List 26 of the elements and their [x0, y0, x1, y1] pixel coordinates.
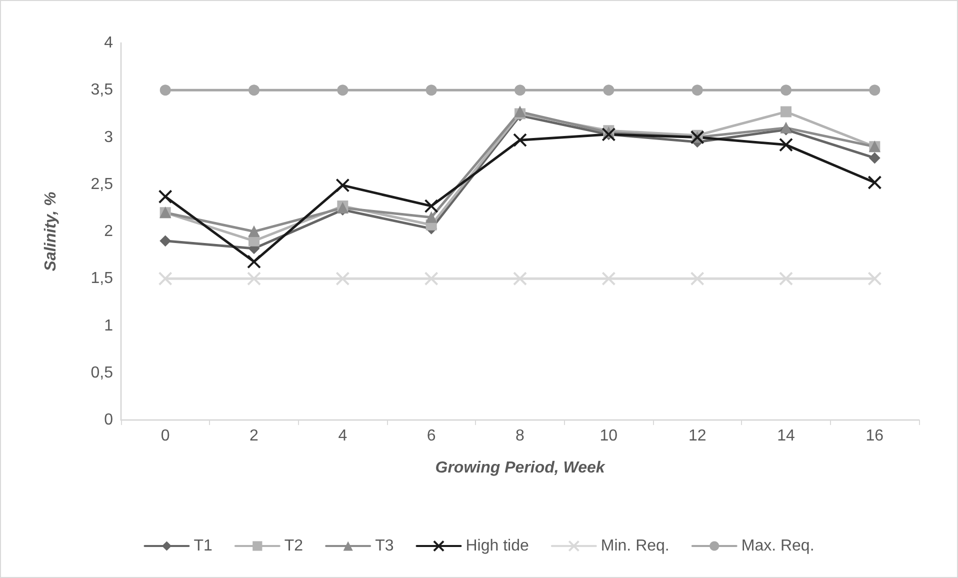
legend-label: Min. Req.: [600, 538, 670, 554]
y-tick-label: 2,5: [90, 176, 114, 193]
x-tick-label: 12: [688, 428, 706, 444]
legend-label: T1: [194, 538, 212, 554]
x-tick-label: 8: [516, 428, 525, 444]
y-axis-title: Salinity, %: [42, 192, 60, 272]
legend-label: T2: [284, 538, 304, 554]
y-tick-label: 0: [104, 412, 114, 428]
x-tick-label: 6: [426, 428, 436, 444]
x-tick-label: 4: [338, 428, 348, 444]
y-tick-label: 1: [104, 317, 114, 334]
legend-label: T3: [375, 538, 394, 554]
legend-label: Max. Req.: [741, 538, 814, 554]
x-tick-label: 10: [600, 428, 618, 444]
x-tick-label: 16: [866, 428, 884, 444]
y-tick-label: 2: [104, 223, 114, 240]
x-axis-title: Growing Period, Week: [435, 460, 606, 476]
y-tick-label: 3,5: [90, 82, 114, 99]
y-tick-label: 0,5: [90, 364, 114, 382]
x-tick-label: 0: [160, 428, 170, 444]
x-tick-label: 2: [250, 428, 259, 444]
x-tick-label: 14: [777, 428, 795, 444]
y-tick-label: 3: [104, 128, 114, 146]
legend-label: High tide: [466, 538, 529, 554]
y-tick-label: 4: [104, 34, 114, 52]
y-tick-label: 1,5: [90, 270, 114, 288]
